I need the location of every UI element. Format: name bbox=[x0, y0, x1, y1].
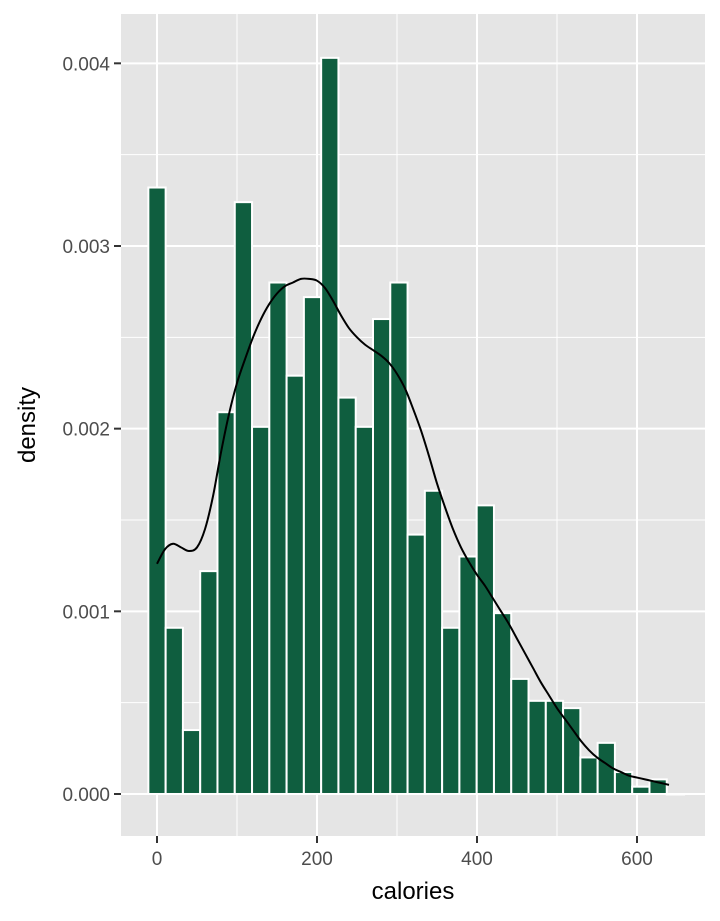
histogram-bar bbox=[233, 201, 254, 795]
histogram-bar bbox=[164, 626, 184, 795]
histogram-bar bbox=[302, 296, 323, 795]
histogram-bar bbox=[510, 677, 530, 795]
histogram-bar bbox=[181, 729, 202, 795]
histogram-bar bbox=[441, 626, 461, 795]
histogram-bar bbox=[285, 374, 305, 795]
y-tick-label: 0.000 bbox=[62, 785, 110, 806]
histogram-bar bbox=[562, 707, 582, 795]
histogram-bar bbox=[389, 281, 409, 795]
x-tick-label: 200 bbox=[301, 849, 333, 870]
histogram-bars bbox=[147, 56, 686, 796]
y-tick-label: 0.001 bbox=[62, 602, 110, 623]
histogram-bar bbox=[354, 425, 375, 795]
histogram-bar bbox=[492, 612, 513, 795]
density-curve bbox=[156, 277, 670, 786]
x-axis-title: calories bbox=[372, 878, 455, 905]
histogram-bar bbox=[337, 396, 357, 795]
histogram-bar bbox=[631, 785, 651, 795]
histogram-bar bbox=[579, 756, 599, 795]
y-axis-title: density bbox=[14, 387, 41, 463]
histogram-bar bbox=[475, 504, 495, 795]
histogram-bar bbox=[199, 570, 219, 795]
histogram-bar bbox=[216, 411, 236, 795]
histogram-bar bbox=[406, 533, 426, 795]
histogram-bar bbox=[544, 699, 565, 795]
y-tick-label: 0.002 bbox=[62, 420, 110, 441]
histogram-bar bbox=[147, 186, 167, 795]
histogram-bar bbox=[251, 425, 271, 795]
y-tick-label: 0.003 bbox=[62, 237, 110, 258]
histogram-bar bbox=[320, 56, 340, 795]
histogram-bar bbox=[423, 489, 444, 795]
histogram-bar bbox=[458, 555, 478, 795]
histogram-bar bbox=[268, 281, 288, 795]
x-tick-label: 0 bbox=[152, 849, 163, 870]
x-axis: 0 200 400 600 bbox=[152, 836, 653, 870]
histogram-bar bbox=[527, 699, 547, 795]
y-tick-label: 0.004 bbox=[62, 54, 110, 75]
histogram-bar bbox=[613, 771, 634, 795]
x-tick-label: 400 bbox=[461, 849, 493, 870]
histogram-bar bbox=[665, 792, 686, 796]
histogram-bar bbox=[372, 318, 392, 795]
x-tick-label: 600 bbox=[621, 849, 653, 870]
y-axis: 0.000 0.001 0.002 0.003 0.004 bbox=[62, 54, 121, 806]
